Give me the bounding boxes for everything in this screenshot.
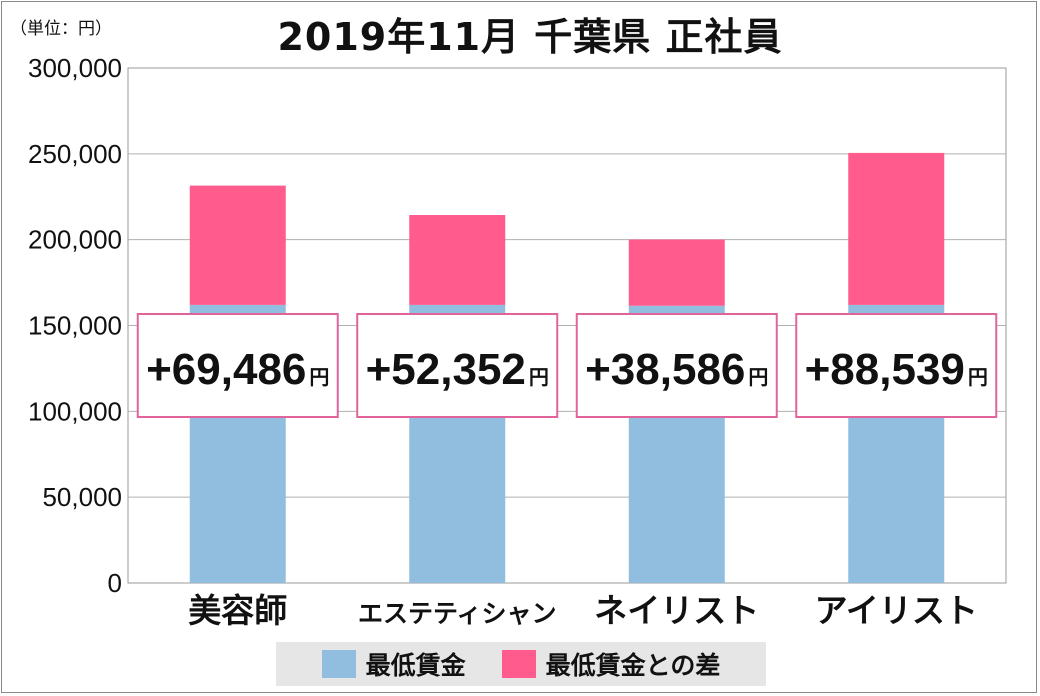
difference-callout-box: [795, 313, 998, 418]
bar-difference: [628, 239, 725, 306]
y-tick-label: 150,000: [28, 311, 122, 341]
y-tick-label: 100,000: [28, 396, 122, 426]
y-tick-label: 200,000: [28, 225, 122, 255]
difference-callout-label: +88,539 円: [805, 345, 988, 394]
difference-callout-label: +38,586 円: [585, 345, 768, 394]
y-tick-label: 250,000: [28, 139, 122, 169]
legend-label-difference: 最低賃金との差: [545, 651, 721, 680]
difference-callout-box: [575, 313, 778, 418]
legend-swatch-difference: [501, 650, 536, 678]
chart-plot: 0 50,000 100,000 150,000 200,000 250,000 300,0…: [28, 53, 1007, 630]
legend-label-minimum-wage: 最低賃金: [365, 651, 466, 680]
legend-item-minimum-wage: 最低賃金: [321, 646, 466, 682]
difference-callout-box: [136, 313, 339, 418]
y-tick-label: 50,000: [42, 482, 122, 512]
difference-callout-label: +52,352 円: [366, 345, 549, 394]
unit-label: （単位：円）: [10, 19, 112, 39]
difference-callout-label: +69,486 円: [146, 345, 329, 394]
x-category-label: エステティシャン: [358, 599, 557, 628]
bar-difference: [848, 152, 945, 305]
legend-swatch-minimum-wage: [321, 650, 356, 678]
chart-legend: 最低賃金 最低賃金との差: [276, 642, 766, 686]
y-tick-label: 300,000: [28, 53, 122, 83]
bar-difference: [409, 215, 506, 305]
x-category-label: アイリスト: [815, 591, 978, 630]
bar-difference: [189, 185, 286, 305]
chart-title: 2019年11月 千葉県 正社員: [277, 15, 783, 59]
x-category-label: ネイリスト: [594, 591, 759, 630]
x-category-label: 美容師: [188, 591, 287, 630]
y-tick-label: 0: [108, 568, 122, 598]
difference-callout-box: [356, 313, 559, 418]
legend-item-difference: 最低賃金との差: [501, 646, 721, 682]
